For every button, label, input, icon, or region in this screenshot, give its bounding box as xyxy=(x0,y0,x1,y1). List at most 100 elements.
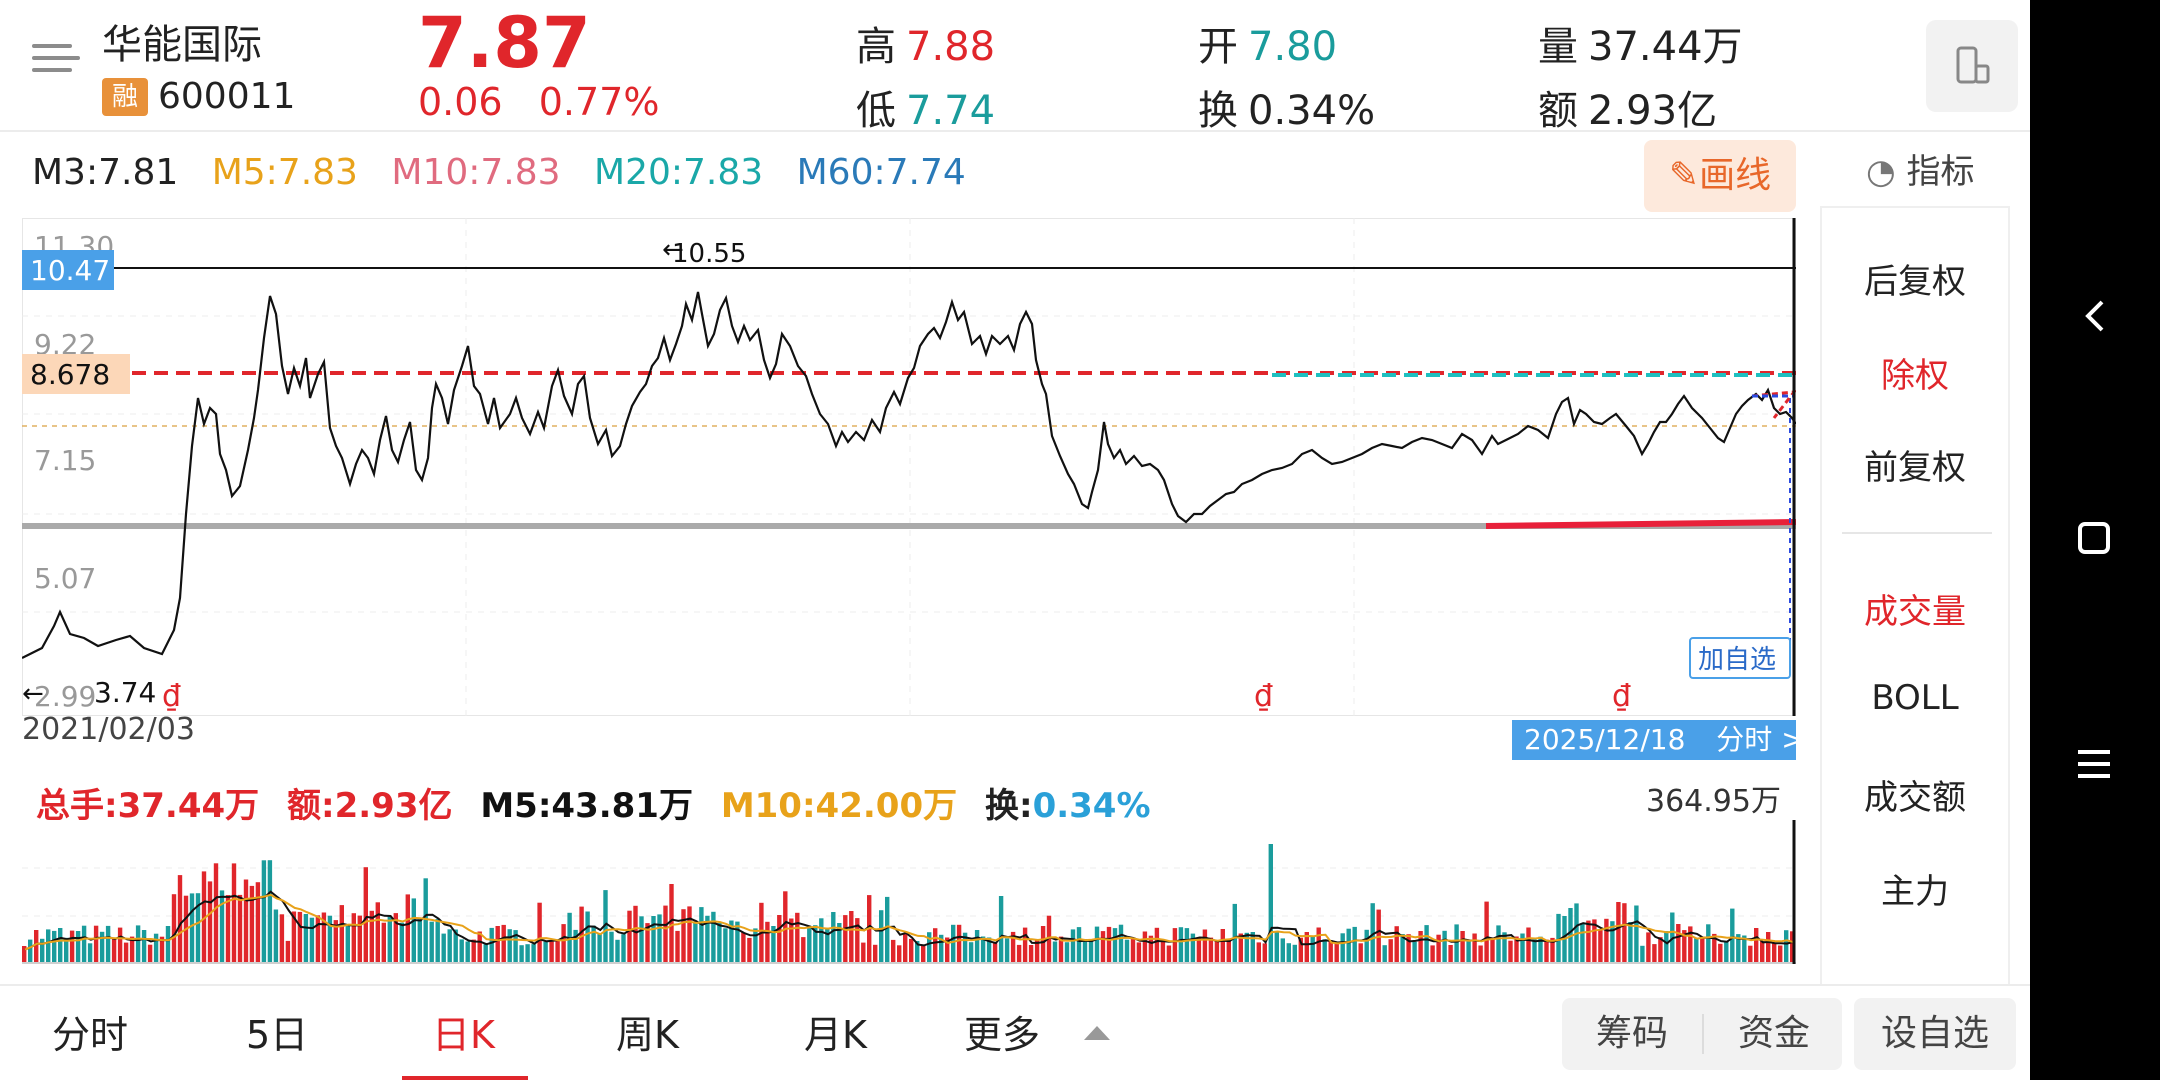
volume-bar xyxy=(1760,941,1765,964)
volume-bar xyxy=(968,942,974,964)
volume-bar xyxy=(243,879,249,964)
volume-bar xyxy=(879,910,884,964)
volume-bar xyxy=(40,938,45,964)
volume-bar xyxy=(1592,919,1597,964)
volume-bar xyxy=(1238,933,1243,964)
volume-bar xyxy=(1778,945,1783,964)
volume-bar xyxy=(615,939,620,964)
volume-bar xyxy=(519,945,524,964)
volume-bar xyxy=(657,914,662,964)
volume-bar xyxy=(225,895,231,964)
intraday-link[interactable]: 分时 > xyxy=(1716,723,1805,756)
volume-bar xyxy=(1160,940,1166,964)
volume-bar xyxy=(34,930,39,964)
volume-bar xyxy=(46,929,51,964)
volume-bar xyxy=(1046,915,1052,964)
volume-bar xyxy=(867,895,872,964)
volume-amount: 额:2.93亿 xyxy=(287,786,453,826)
volume-bar xyxy=(1550,937,1555,964)
volume-bar xyxy=(1010,931,1016,964)
volume-bar xyxy=(597,933,602,964)
high-marker-arrow: ← xyxy=(662,235,684,265)
event-marker[interactable]: ₫ xyxy=(1254,679,1273,714)
volume-bar xyxy=(393,913,398,964)
tab-weekly-k[interactable]: 周K xyxy=(616,1013,679,1057)
volume-bar xyxy=(693,922,698,964)
ma60-value: M60:7.74 xyxy=(796,152,966,193)
menu-item-pre-adjust[interactable]: 前复权 xyxy=(1864,448,1966,488)
chip-fund-group: 筹码 资金 xyxy=(1562,998,1842,1070)
volume-bar xyxy=(339,905,344,964)
add-watch-box[interactable] xyxy=(1689,637,1791,679)
volume-bar xyxy=(1028,945,1034,964)
volume-bar xyxy=(111,937,117,964)
fund-button[interactable]: 资金 xyxy=(1737,1013,1810,1054)
panel-divider xyxy=(1842,532,1992,534)
menu-icon[interactable] xyxy=(32,44,80,84)
back-icon[interactable] xyxy=(2085,300,2104,332)
tab-monthly-k[interactable]: 月K xyxy=(804,1013,867,1057)
menu-item-ex-rights[interactable]: 除权 xyxy=(1881,356,1949,396)
volume-bar xyxy=(1352,926,1357,964)
high-stat: 高 7.88 xyxy=(856,14,995,72)
chip-button[interactable]: 筹码 xyxy=(1595,1013,1668,1054)
menu-item-amount[interactable]: 成交额 xyxy=(1864,778,1966,818)
landscape-toggle-button[interactable] xyxy=(1926,20,2018,112)
volume-bar xyxy=(813,925,818,964)
tab-more[interactable]: 更多 xyxy=(964,1013,1041,1057)
amount-label: 额 xyxy=(1538,88,1578,134)
volume-bar xyxy=(561,924,566,964)
kline-chart[interactable]: 11.30 9.22 7.15 5.07 2.99 ← 10.55 ← 3.74… xyxy=(22,218,1796,716)
volume-bar xyxy=(1388,939,1393,964)
event-marker[interactable]: ₫ xyxy=(1612,679,1631,714)
volume-value: 37.44万 xyxy=(1588,24,1743,70)
add-to-watchlist-button[interactable]: 设自选 xyxy=(1854,998,2016,1070)
volume-bar xyxy=(831,912,836,964)
home-icon[interactable] xyxy=(2078,522,2110,554)
caret-up-icon[interactable] xyxy=(1084,1026,1110,1040)
menu-item-boll[interactable]: BOLL xyxy=(1871,678,1959,718)
volume-bar xyxy=(1100,931,1106,964)
tab-daily-k[interactable]: 日K xyxy=(432,1013,495,1057)
volume-bar xyxy=(537,902,542,964)
high-label: 高 xyxy=(856,24,896,70)
volume-bar xyxy=(1640,945,1645,964)
add-watch-label[interactable]: 加自选 xyxy=(1698,645,1776,675)
cursor-date-bar[interactable]: 2025/12/18 分时 > xyxy=(1512,720,1805,760)
volume-bar xyxy=(75,931,81,964)
event-marker[interactable]: ₫ xyxy=(162,679,181,714)
volume-bar xyxy=(1364,929,1369,964)
volume-bar xyxy=(591,925,596,964)
volume-bar xyxy=(1058,936,1064,964)
volume-bar xyxy=(1406,934,1411,964)
volume-bar xyxy=(1610,921,1615,964)
volume-bar xyxy=(819,918,824,964)
drawn-line-red[interactable] xyxy=(1485,519,1796,529)
active-tab-indicator xyxy=(402,1076,528,1080)
tab-intraday[interactable]: 分时 xyxy=(52,1013,129,1057)
draw-line-button[interactable]: ✎画线 xyxy=(1644,140,1796,212)
ma5-value: M5:7.83 xyxy=(211,152,358,193)
volume-bar xyxy=(1706,924,1711,964)
indicator-header[interactable]: ◔ 指标 xyxy=(1866,144,1974,193)
volume-bar xyxy=(621,934,626,964)
tab-5day[interactable]: 5日 xyxy=(246,1013,309,1057)
volume-bar xyxy=(93,925,99,964)
volume-bar xyxy=(399,922,404,964)
volume-bar xyxy=(1748,945,1753,964)
turnover-value: 0.34% xyxy=(1248,88,1376,134)
volume-bar xyxy=(1148,935,1154,964)
price-label-line: 8.678 xyxy=(30,358,110,391)
menu-item-main-force[interactable]: 主力 xyxy=(1881,872,1949,912)
volume-bar xyxy=(1310,935,1315,964)
volume-bar xyxy=(1400,934,1405,964)
volume-chart[interactable] xyxy=(22,820,1796,964)
price-label-box xyxy=(22,354,130,394)
recents-icon[interactable] xyxy=(2078,750,2110,778)
volume-bar xyxy=(507,929,512,964)
menu-item-post-adjust[interactable]: 后复权 xyxy=(1864,262,1966,302)
menu-item-volume[interactable]: 成交量 xyxy=(1864,592,1966,632)
turnover-label: 换 xyxy=(1198,88,1238,134)
volume-bar xyxy=(1064,942,1070,964)
volume-bar xyxy=(783,891,788,964)
